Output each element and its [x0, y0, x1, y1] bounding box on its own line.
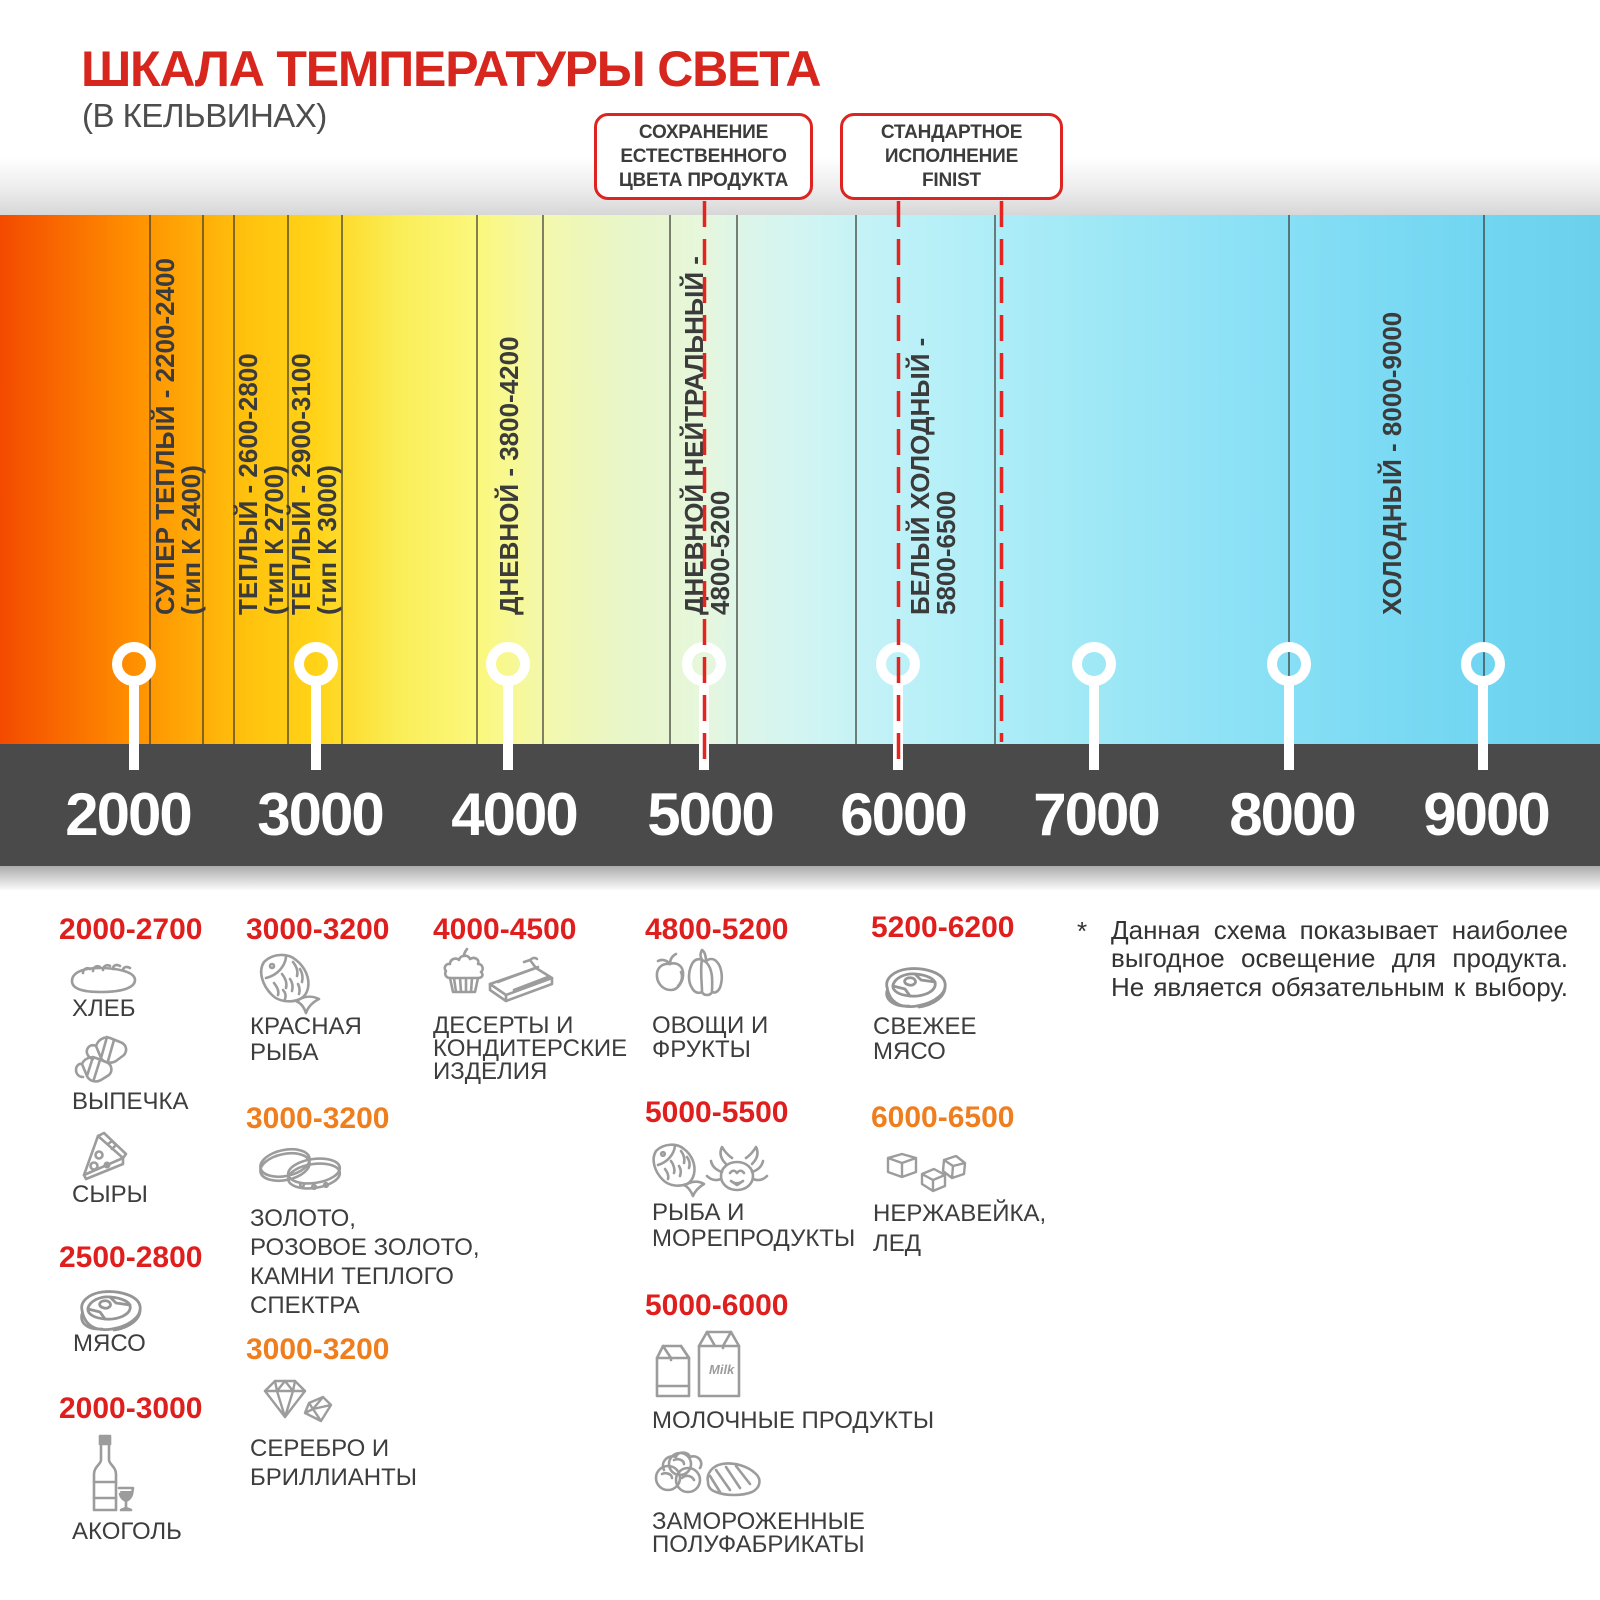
svg-text:Milk: Milk: [709, 1362, 735, 1377]
